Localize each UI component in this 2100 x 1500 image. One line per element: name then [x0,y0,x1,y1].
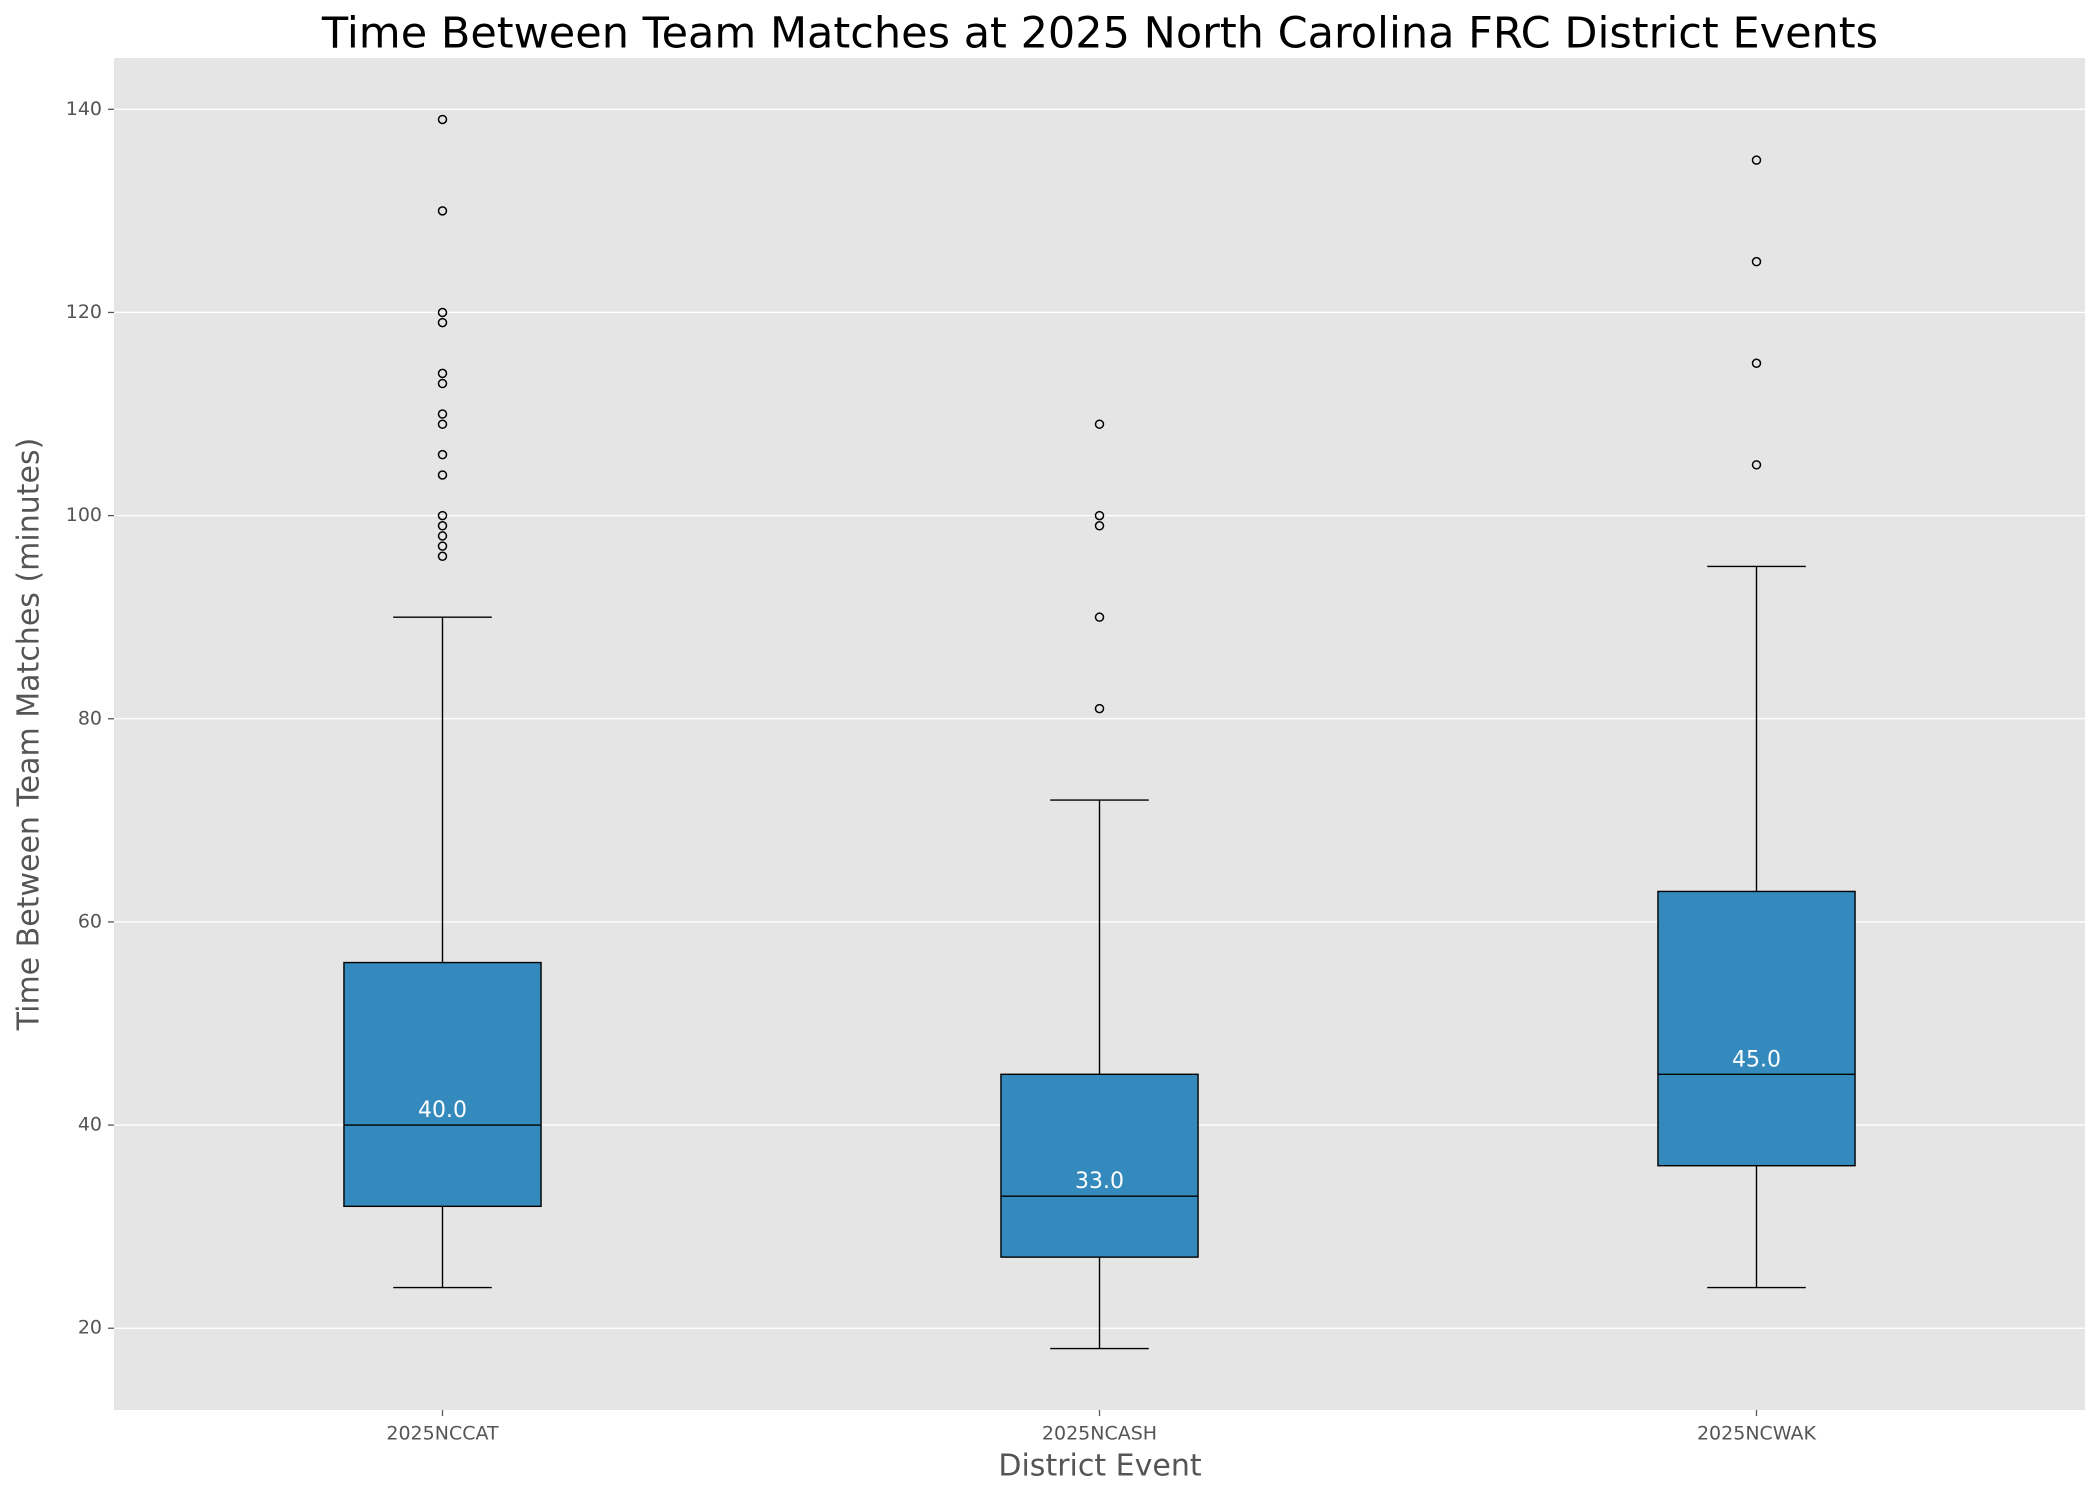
y-tick-label: 20 [78,1317,102,1339]
y-tick-label: 40 [78,1114,102,1136]
chart-title: Time Between Team Matches at 2025 North … [321,9,1878,59]
outlier [437,206,448,216]
y-tick-label: 60 [78,910,102,932]
outlier [1094,612,1105,622]
outlier [437,317,448,328]
y-tick-label: 140 [66,98,102,120]
median-label: 33.0 [1075,1169,1124,1194]
outlier [437,531,448,541]
outlier [437,551,448,561]
outlier [1094,521,1105,531]
outlier [437,307,448,318]
outlier [1094,703,1105,714]
outlier [437,419,448,429]
y-tick-label: 120 [66,301,102,323]
y-tick-label: 100 [66,504,102,526]
outlier [1751,358,1762,368]
x-tick-label: 2025NCASH [1042,1423,1157,1445]
outlier [437,449,448,460]
outlier [437,521,448,531]
outlier [1751,155,1762,165]
x-axis-label: District Event [998,1449,1201,1484]
y-tick-label: 80 [78,707,102,729]
outlier [437,114,448,125]
outlier [1094,510,1105,521]
y-axis-label: Time Between Team Matches (minutes) [12,438,47,1032]
x-tick-label: 2025NCWAK [1697,1423,1817,1445]
box [1657,890,1856,1167]
outlier [437,470,448,480]
box [343,961,542,1208]
outlier [437,409,448,419]
outlier [1094,419,1105,429]
outlier [1751,256,1762,267]
box [1000,1073,1199,1258]
outlier [1751,460,1762,470]
outlier [437,368,448,379]
median-label: 40.0 [418,1098,467,1123]
outlier [437,541,448,551]
median-label: 45.0 [1732,1047,1781,1072]
x-tick-label: 2025NCCAT [386,1423,499,1445]
outlier [437,378,448,389]
outlier [437,510,448,521]
